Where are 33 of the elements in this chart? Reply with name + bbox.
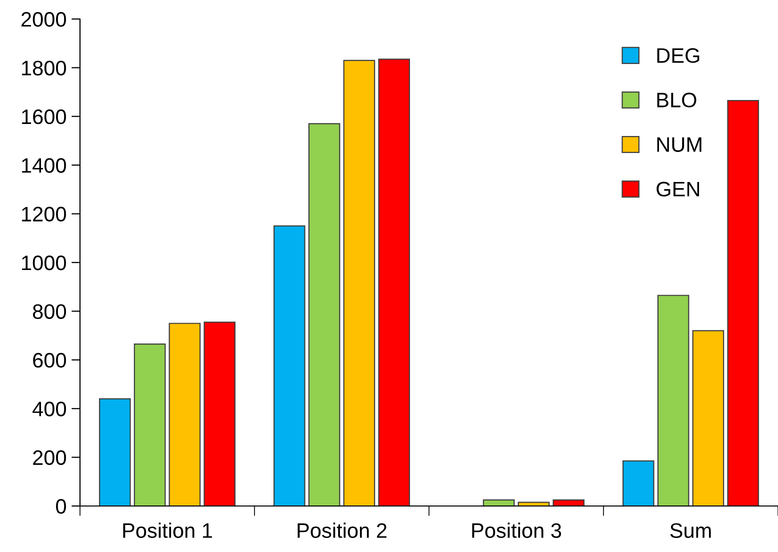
x-tick-label: Position 1 bbox=[123, 522, 212, 538]
bar bbox=[622, 460, 654, 506]
y-tick-label: 600 bbox=[33, 352, 66, 368]
x-tick-label: Position 3 bbox=[472, 522, 562, 538]
bar bbox=[552, 499, 585, 506]
x-tick-label: Position 2 bbox=[298, 522, 386, 538]
bar bbox=[134, 344, 166, 506]
bar bbox=[657, 294, 690, 506]
y-tick-label: 200 bbox=[33, 450, 66, 466]
bar bbox=[692, 330, 724, 506]
y-tick-label: 1600 bbox=[22, 109, 66, 124]
y-tick-label: 1200 bbox=[22, 206, 66, 222]
bar bbox=[98, 398, 131, 506]
y-tick-label: 1800 bbox=[22, 60, 66, 76]
y-tick-label: 400 bbox=[32, 402, 66, 416]
y-tick-label: 1400 bbox=[22, 158, 66, 173]
bar bbox=[482, 499, 515, 506]
y-tick-label: 800 bbox=[32, 304, 66, 319]
y-tick-label: 2000 bbox=[22, 12, 66, 27]
x-tick-label: Sum bbox=[670, 523, 711, 538]
legend-label: DEG bbox=[657, 48, 700, 63]
legend-label: NUM bbox=[657, 137, 702, 152]
bar bbox=[273, 225, 306, 506]
bar bbox=[727, 100, 760, 506]
bar bbox=[343, 60, 376, 506]
bar bbox=[168, 322, 201, 506]
legend-label: BLO bbox=[657, 92, 696, 108]
legend-label: GEN bbox=[656, 182, 700, 196]
y-tick-label: 1000 bbox=[22, 256, 66, 270]
y-tick-label: 0 bbox=[56, 499, 66, 514]
bar bbox=[204, 322, 236, 506]
bar bbox=[378, 58, 410, 506]
bar bbox=[308, 123, 340, 506]
